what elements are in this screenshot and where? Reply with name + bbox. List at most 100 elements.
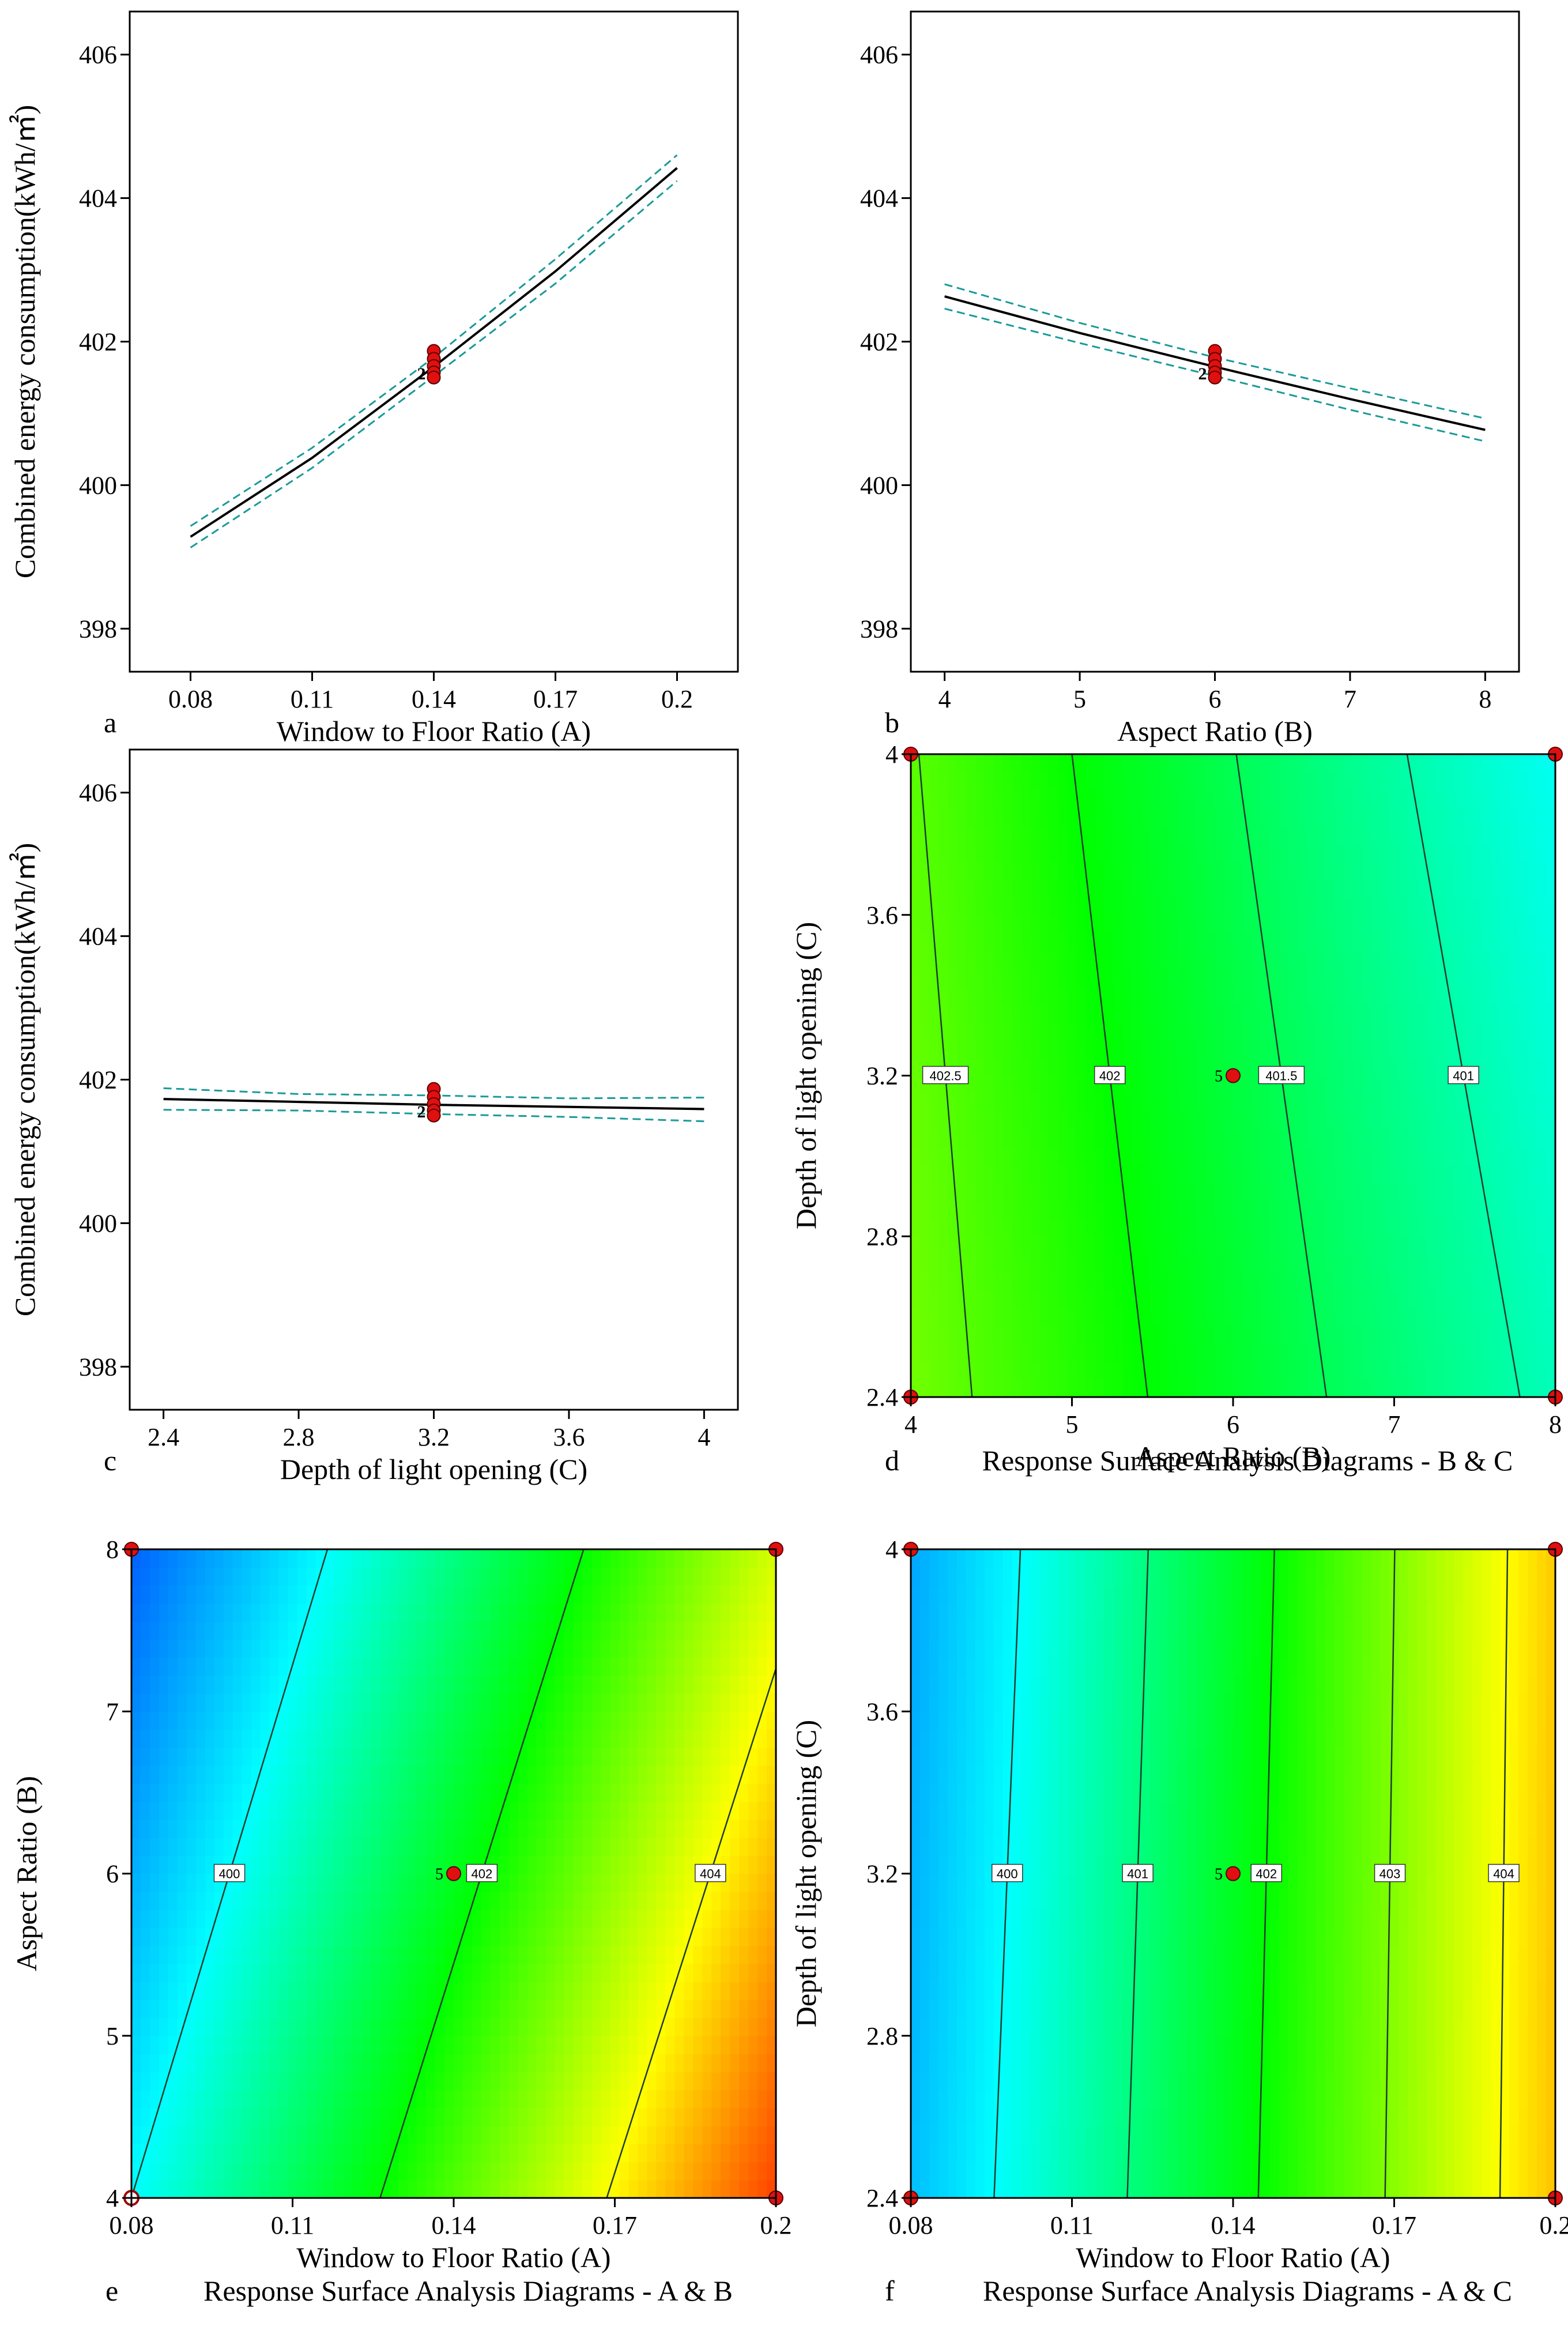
- surface-cell: [1104, 1218, 1114, 1237]
- surface-cell: [490, 1910, 500, 1928]
- surface-cell: [325, 1928, 335, 1947]
- surface-cell: [490, 1657, 500, 1676]
- surface-cell: [186, 2126, 197, 2144]
- surface-cell: [693, 1801, 703, 1820]
- surface-cell: [352, 1639, 363, 1658]
- surface-cell: [177, 2126, 187, 2144]
- surface-cell: [555, 1693, 565, 1712]
- surface-cell: [1178, 1147, 1188, 1166]
- surface-cell: [1389, 1290, 1400, 1308]
- surface-cell: [665, 1657, 676, 1676]
- surface-cell: [325, 1963, 335, 1982]
- surface-cell: [343, 2107, 353, 2126]
- surface-cell: [1233, 1254, 1243, 1273]
- surface-cell: [408, 2126, 417, 2144]
- surface-cell: [966, 1361, 976, 1380]
- surface-cell: [555, 1928, 565, 1947]
- surface-cell: [601, 1603, 611, 1622]
- surface-cell: [1058, 1200, 1068, 1219]
- surface-cell: [454, 1945, 463, 1964]
- surface-cell: [1150, 1040, 1160, 1059]
- surface-cell: [582, 1910, 593, 1928]
- surface-cell: [1316, 1057, 1326, 1076]
- surface-cell: [1325, 1004, 1335, 1023]
- surface-cell: [343, 1945, 353, 1964]
- surface-cell: [638, 1657, 648, 1676]
- surface-cell: [389, 1838, 399, 1856]
- surface-cell: [1279, 950, 1289, 969]
- surface-cell: [1279, 1272, 1289, 1290]
- surface-cell: [656, 1603, 666, 1622]
- surface-cell: [297, 1928, 307, 1947]
- surface-cell: [1122, 1308, 1133, 1326]
- x-tick-label: 6: [1209, 685, 1222, 713]
- surface-cell: [1306, 825, 1317, 844]
- surface-cell: [490, 2126, 500, 2144]
- surface-cell: [214, 1801, 224, 1820]
- surface-cell: [591, 2126, 602, 2144]
- surface-cell: [1049, 789, 1059, 808]
- surface-cell: [1215, 1218, 1224, 1237]
- surface-cell: [168, 1711, 178, 1730]
- surface-cell: [417, 1963, 427, 1982]
- surface-cell: [1260, 843, 1271, 862]
- surface-cell: [956, 1343, 967, 1362]
- surface-cell: [555, 2107, 565, 2126]
- surface-cell: [702, 1747, 712, 1766]
- surface-cell: [564, 2144, 574, 2163]
- surface-cell: [508, 2126, 519, 2144]
- surface-cell: [1039, 754, 1050, 773]
- surface-cell: [975, 1290, 985, 1308]
- surface-cell: [1288, 897, 1298, 916]
- surface-cell: [1288, 879, 1298, 898]
- surface-cell: [956, 1022, 967, 1041]
- surface-cell: [1012, 968, 1022, 987]
- surface-cell: [1242, 914, 1252, 933]
- surface-cell: [490, 1928, 500, 1947]
- surface-cell: [141, 1621, 150, 1640]
- surface-cell: [1472, 1272, 1483, 1290]
- contour-label-text: 401: [1453, 1069, 1474, 1083]
- surface-cell: [518, 1711, 528, 1730]
- surface-cell: [1334, 772, 1344, 790]
- surface-cell: [389, 1603, 399, 1622]
- surface-cell: [1205, 1200, 1215, 1219]
- surface-cell: [1537, 1236, 1547, 1255]
- surface-cell: [656, 1783, 666, 1802]
- surface-cell: [1012, 825, 1022, 844]
- surface-cell: [1362, 968, 1372, 987]
- surface-cell: [711, 1801, 721, 1820]
- surface-cell: [195, 1819, 206, 1838]
- surface-cell: [1389, 1093, 1400, 1112]
- surface-cell: [1352, 1343, 1363, 1362]
- surface-cell: [665, 1963, 676, 1982]
- surface-cell: [1169, 789, 1178, 808]
- surface-cell: [628, 2054, 639, 2072]
- surface-cell: [1334, 1200, 1344, 1219]
- surface-cell: [564, 1838, 574, 1856]
- surface-cell: [1067, 1057, 1077, 1076]
- surface-cell: [205, 2179, 215, 2198]
- surface-cell: [545, 1765, 556, 1784]
- surface-cell: [956, 1093, 967, 1112]
- surface-cell: [131, 2107, 141, 2126]
- surface-cell: [481, 1693, 491, 1712]
- surface-cell: [1187, 879, 1197, 898]
- surface-cell: [297, 2072, 307, 2091]
- surface-cell: [730, 1621, 740, 1640]
- surface-cell: [638, 1910, 648, 1928]
- surface-cell: [288, 1891, 298, 1910]
- surface-cell: [186, 1585, 197, 1604]
- surface-cell: [1316, 986, 1326, 1005]
- surface-cell: [555, 2179, 565, 2198]
- surface-cell: [205, 2054, 215, 2072]
- surface-cell: [601, 1765, 611, 1784]
- surface-cell: [628, 1639, 639, 1658]
- surface-cell: [1251, 1254, 1261, 1273]
- surface-cell: [702, 1657, 712, 1676]
- surface-cell: [435, 1855, 445, 1874]
- surface-cell: [1472, 1022, 1483, 1041]
- surface-cell: [398, 1891, 408, 1910]
- surface-cell: [1215, 1075, 1224, 1094]
- surface-cell: [1269, 807, 1280, 826]
